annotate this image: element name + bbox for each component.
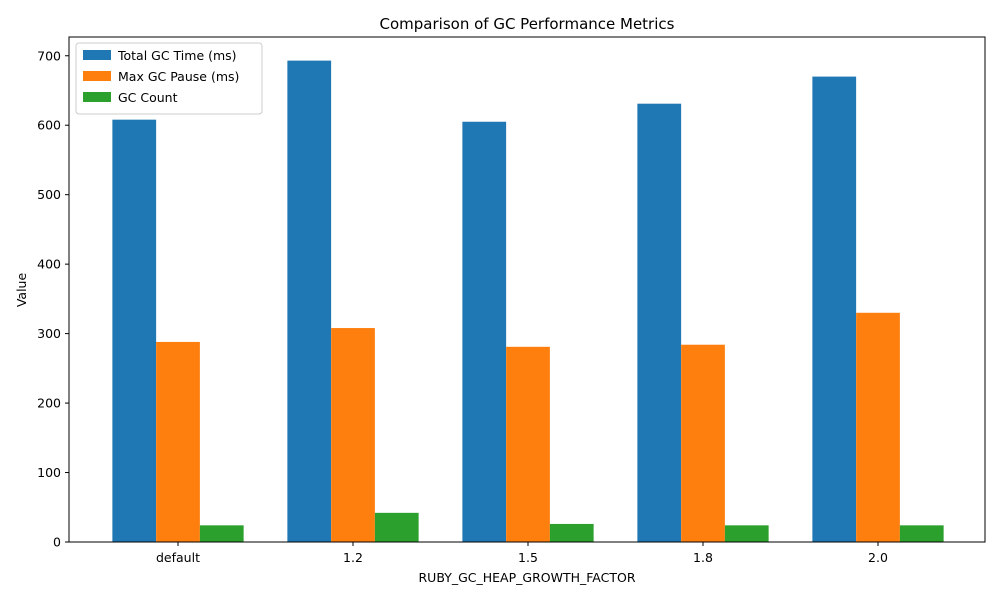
legend-box [75,42,263,115]
x-tick-label: 1.5 [518,550,538,565]
bar-max-gc-pause-ms-2-0 [856,312,900,542]
plot-frame [68,36,986,543]
y-tick-label: 500 [37,187,61,202]
y-tick-label: 300 [37,326,61,341]
bar-total-gc-time-ms-default [112,119,157,542]
bar-total-gc-time-ms-1-8 [637,103,682,542]
chart-title: Comparison of GC Performance Metrics [380,15,675,33]
legend-label: GC Count [118,90,178,105]
y-tick-label: 200 [37,396,61,411]
y-tick-label: 600 [37,118,61,133]
legend-swatch [83,92,111,102]
legend-swatch [83,50,111,60]
bar-gc-count-1-8 [724,525,769,542]
bar-gc-count-2-0 [899,525,944,542]
bar-max-gc-pause-ms-default [156,341,200,542]
x-tick-label: default [156,550,200,565]
legend: Total GC Time (ms) Max GC Pause (ms) GC Co… [75,42,263,115]
x-tick-label: 2.0 [868,550,888,565]
bar-max-gc-pause-ms-1-2 [331,328,375,542]
x-tick-label: 1.2 [343,550,363,565]
y-axis-label: Value [14,273,29,308]
bar-total-gc-time-ms-2-0 [812,76,857,542]
y-tick-label: 100 [37,465,61,480]
x-tick-label: 1.8 [693,550,713,565]
bar-gc-count-1-2 [374,512,419,542]
bar-total-gc-time-ms-1-2 [287,60,332,543]
y-axis-ticks: 0 100 200 300 400 500 600 700 [37,48,69,550]
y-tick-label: 700 [37,48,61,63]
bar-max-gc-pause-ms-1-8 [681,344,725,542]
x-axis-label: RUBY_GC_HEAP_GROWTH_FACTOR [418,570,635,585]
y-tick-label: 400 [37,257,61,272]
legend-label: Total GC Time (ms) [117,48,237,63]
bar-max-gc-pause-ms-1-5 [506,346,550,542]
bar-total-gc-time-ms-1-5 [462,121,507,542]
bar-gc-count-1-5 [549,523,594,542]
y-tick-label: 0 [53,535,61,550]
bars-group [112,60,944,543]
bar-gc-count-default [199,525,244,542]
x-axis-ticks: default 1.2 1.5 1.8 2.0 [156,542,888,565]
legend-swatch [83,71,111,81]
legend-label: Max GC Pause (ms) [118,69,239,84]
